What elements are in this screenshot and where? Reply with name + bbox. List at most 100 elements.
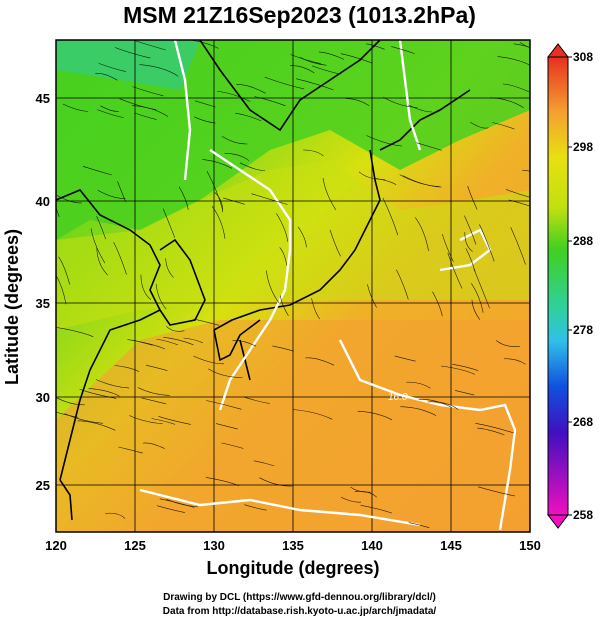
wind-streamline — [235, 112, 262, 122]
wind-streamline — [58, 256, 70, 285]
wind-streamline — [137, 387, 170, 396]
wind-streamline — [56, 206, 60, 218]
wind-streamline — [391, 46, 415, 54]
wind-streamline — [464, 215, 477, 245]
wind-streamline — [88, 388, 120, 397]
wind-streamline — [217, 91, 251, 102]
map-frame — [55, 39, 531, 533]
wind-streamline — [416, 142, 443, 151]
wind-streamline — [141, 397, 167, 405]
wind-streamline — [221, 136, 248, 145]
wind-streamline — [297, 226, 307, 248]
wind-streamline — [82, 166, 112, 176]
wind-streamline — [208, 368, 243, 378]
wind-streamline — [56, 327, 94, 337]
graticule — [56, 40, 530, 532]
wind-streamline — [272, 345, 294, 352]
wind-streamline — [79, 388, 117, 399]
wind-streamline — [211, 206, 226, 239]
wind-streamline — [193, 355, 225, 365]
wind-streamline — [467, 185, 478, 210]
wind-streamline — [427, 401, 459, 410]
wind-streamline — [205, 477, 240, 486]
wind-streamline — [522, 169, 530, 172]
wind-streamline — [489, 97, 524, 109]
wind-streamline — [345, 98, 370, 106]
wind-streamline — [97, 109, 124, 118]
wind-streamline — [134, 112, 157, 120]
wind-streamline — [131, 105, 169, 117]
wind-streamline — [253, 460, 275, 467]
wind-streamline — [264, 76, 305, 90]
wind-streamline — [471, 283, 484, 313]
y-tick-35: 35 — [36, 296, 50, 311]
wind-streamline — [140, 274, 152, 300]
wind-streamline — [56, 195, 82, 204]
wind-streamline — [408, 522, 430, 528]
wind-streamline — [56, 274, 67, 305]
wind-streamline — [183, 337, 203, 344]
wind-streamline — [95, 379, 130, 389]
wind-streamline — [98, 63, 126, 72]
wind-streamline — [163, 337, 194, 346]
x-tick-130: 130 — [203, 538, 225, 553]
wind-streamline — [519, 42, 530, 48]
wind-streamline — [166, 498, 198, 508]
x-tick-labels: 120 125 130 135 140 145 150 — [45, 538, 541, 553]
wind-streamline — [473, 268, 490, 309]
y-axis-label: Latitude (degrees) — [2, 228, 22, 385]
wind-streamline — [318, 51, 345, 60]
wind-streamline — [244, 396, 271, 404]
wind-streamline — [418, 398, 453, 408]
wind-streamline — [478, 486, 516, 497]
y-tick-40: 40 — [36, 194, 50, 209]
wind-streamline — [119, 98, 157, 110]
wind-streamline — [329, 229, 341, 257]
wind-streamline — [303, 149, 324, 157]
wind-streamline — [504, 358, 526, 365]
wind-streamline — [221, 442, 244, 449]
wind-streamline — [118, 446, 143, 454]
wind-streamline — [100, 105, 119, 112]
wind-streamlines — [56, 40, 530, 528]
wind-streamline — [166, 325, 185, 332]
x-tick-125: 125 — [124, 538, 146, 553]
wind-streamline — [236, 84, 266, 94]
wind-streamline — [292, 409, 333, 420]
wind-streamline — [311, 298, 320, 320]
wind-streamline — [206, 400, 242, 410]
wind-streamline — [178, 186, 189, 210]
wind-streamline — [340, 496, 362, 503]
wind-streamline — [311, 65, 341, 75]
wind-streamline — [244, 504, 267, 511]
wind-streamline — [127, 339, 166, 350]
wind-streamline — [399, 174, 440, 187]
wind-streamline — [194, 116, 216, 124]
x-tick-150: 150 — [519, 538, 541, 553]
contour-label: 16.0 — [388, 392, 408, 403]
wind-streamline — [113, 241, 127, 275]
wind-streamline — [165, 258, 174, 278]
wind-streamline — [117, 181, 126, 203]
wind-streamline — [447, 252, 463, 289]
wind-streamline — [157, 505, 185, 513]
wind-streamline — [366, 43, 385, 50]
wind-streamline — [432, 291, 443, 317]
wind-streamline — [62, 103, 89, 112]
wind-streamline — [202, 159, 233, 169]
wind-streamline — [396, 269, 409, 300]
wind-streamline — [496, 340, 520, 347]
wind-streamline — [366, 135, 402, 147]
wind-streamline — [105, 512, 126, 519]
wind-streamline — [415, 217, 429, 252]
wind-streamline — [114, 47, 151, 59]
wind-streamline — [279, 247, 288, 266]
x-tick-135: 135 — [282, 538, 304, 553]
wind-streamline — [143, 442, 166, 449]
map-title: MSM 21Z16Sep2023 (1013.2hPa) — [123, 2, 476, 28]
wind-streamline — [340, 53, 373, 64]
wind-streamline — [251, 193, 288, 205]
wind-streamline — [470, 121, 489, 129]
wind-streamline — [471, 299, 481, 320]
x-tick-140: 140 — [361, 538, 383, 553]
